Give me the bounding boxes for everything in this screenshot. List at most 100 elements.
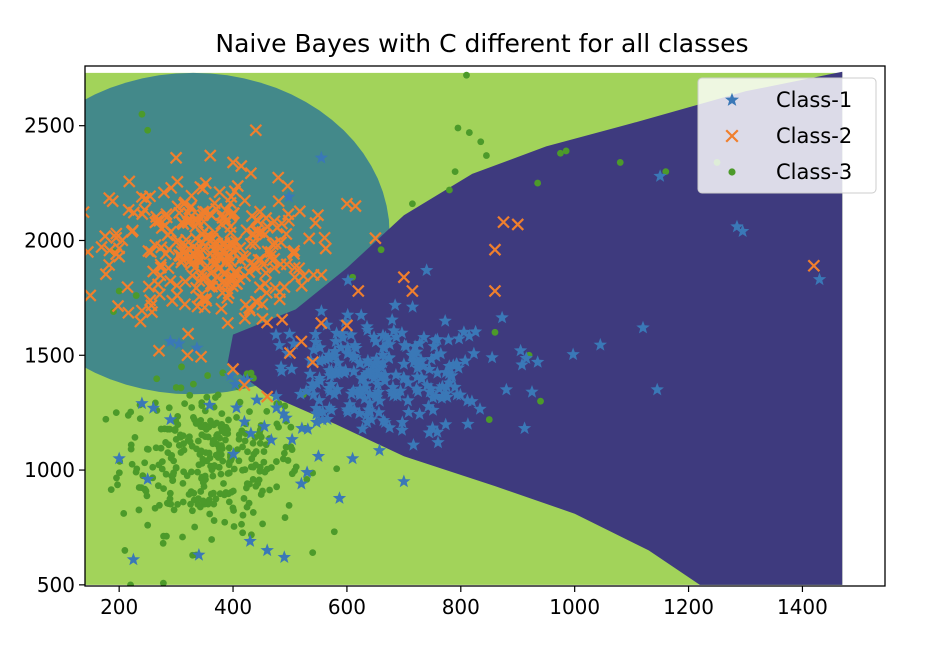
point-class-3 bbox=[190, 380, 197, 388]
point-class-1 bbox=[336, 330, 350, 344]
point-class-1 bbox=[306, 387, 321, 401]
point-class-1 bbox=[323, 368, 337, 382]
point-class-2 bbox=[142, 280, 156, 293]
point-class-1 bbox=[413, 336, 427, 349]
point-class-2 bbox=[201, 229, 215, 242]
point-class-2 bbox=[306, 355, 320, 369]
point-class-3 bbox=[245, 499, 253, 507]
point-class-2 bbox=[352, 284, 365, 298]
point-class-1 bbox=[308, 327, 323, 340]
point-class-3 bbox=[202, 476, 209, 483]
decision-region-class-1 bbox=[227, 71, 843, 585]
point-class-2 bbox=[259, 266, 273, 280]
point-class-2 bbox=[170, 279, 184, 292]
point-class-3 bbox=[48, 413, 55, 420]
point-class-1 bbox=[420, 263, 434, 276]
point-class-3 bbox=[267, 464, 275, 471]
point-class-2 bbox=[248, 237, 262, 250]
point-class-3 bbox=[288, 446, 296, 453]
legend-label: Class-1 bbox=[776, 88, 852, 112]
point-class-1 bbox=[435, 391, 449, 404]
point-class-3 bbox=[285, 501, 293, 509]
point-class-1 bbox=[243, 534, 257, 547]
point-class-3 bbox=[127, 581, 134, 586]
point-class-1 bbox=[395, 415, 409, 429]
point-class-2 bbox=[260, 220, 274, 233]
point-class-3 bbox=[233, 413, 240, 421]
point-class-2 bbox=[226, 237, 239, 250]
point-class-1 bbox=[356, 370, 370, 384]
point-class-3 bbox=[333, 465, 341, 473]
point-class-1 bbox=[285, 362, 299, 375]
point-class-1 bbox=[352, 356, 367, 369]
point-class-3 bbox=[203, 393, 211, 401]
point-class-2 bbox=[85, 289, 97, 302]
point-class-1 bbox=[307, 342, 321, 356]
point-class-1 bbox=[359, 408, 374, 421]
point-class-3 bbox=[248, 531, 255, 539]
point-class-3 bbox=[252, 482, 260, 490]
point-class-1 bbox=[593, 337, 607, 351]
point-class-1 bbox=[277, 550, 291, 563]
point-class-1 bbox=[334, 340, 348, 354]
point-class-2 bbox=[181, 327, 195, 340]
legend-label: Class-3 bbox=[776, 160, 852, 184]
point-class-3 bbox=[377, 246, 385, 254]
point-class-1 bbox=[650, 382, 664, 396]
point-class-1 bbox=[386, 388, 400, 402]
point-class-1 bbox=[387, 323, 401, 337]
point-class-1 bbox=[417, 330, 431, 343]
point-class-1 bbox=[141, 472, 155, 485]
point-class-3 bbox=[235, 435, 243, 443]
point-class-1 bbox=[372, 405, 386, 419]
point-class-1 bbox=[439, 417, 453, 431]
point-class-1 bbox=[382, 351, 396, 364]
point-class-1 bbox=[730, 219, 744, 233]
point-class-3 bbox=[191, 523, 199, 531]
point-class-2 bbox=[252, 253, 265, 267]
point-class-1 bbox=[335, 326, 349, 340]
point-class-2 bbox=[162, 261, 175, 275]
point-class-1 bbox=[427, 339, 441, 353]
point-class-2 bbox=[213, 185, 226, 199]
point-class-1 bbox=[347, 402, 361, 416]
point-class-2 bbox=[211, 269, 224, 283]
point-class-1 bbox=[309, 406, 324, 420]
point-class-3 bbox=[179, 432, 187, 440]
point-class-3 bbox=[248, 455, 256, 463]
point-class-1 bbox=[408, 339, 422, 353]
point-class-3 bbox=[152, 444, 160, 452]
point-class-3 bbox=[477, 138, 485, 146]
point-class-1 bbox=[324, 363, 339, 377]
point-class-1 bbox=[282, 189, 296, 203]
point-class-1 bbox=[260, 543, 274, 557]
point-class-2 bbox=[169, 151, 183, 165]
point-class-1 bbox=[399, 339, 413, 353]
point-class-3 bbox=[220, 480, 227, 487]
point-class-2 bbox=[319, 242, 333, 255]
point-class-3 bbox=[485, 416, 493, 423]
point-class-1 bbox=[434, 346, 448, 360]
legend-marker-class-2 bbox=[725, 129, 739, 143]
point-class-3 bbox=[249, 439, 257, 447]
point-class-3 bbox=[178, 363, 185, 371]
point-class-3 bbox=[256, 429, 263, 437]
point-class-3 bbox=[153, 375, 161, 383]
point-class-3 bbox=[136, 415, 144, 423]
point-class-1 bbox=[432, 381, 447, 395]
point-class-1 bbox=[636, 320, 650, 334]
point-class-2 bbox=[309, 216, 322, 230]
point-class-3 bbox=[229, 504, 237, 512]
point-class-1 bbox=[372, 443, 387, 457]
point-class-3 bbox=[174, 500, 181, 508]
point-class-1 bbox=[330, 382, 345, 396]
point-class-1 bbox=[358, 391, 372, 405]
point-class-3 bbox=[160, 485, 167, 493]
point-class-1 bbox=[519, 351, 533, 364]
point-class-3 bbox=[169, 471, 177, 479]
point-class-3 bbox=[239, 511, 247, 519]
point-class-1 bbox=[310, 376, 324, 390]
point-class-3 bbox=[171, 427, 179, 434]
point-class-2 bbox=[194, 180, 207, 194]
point-class-2 bbox=[135, 190, 149, 204]
